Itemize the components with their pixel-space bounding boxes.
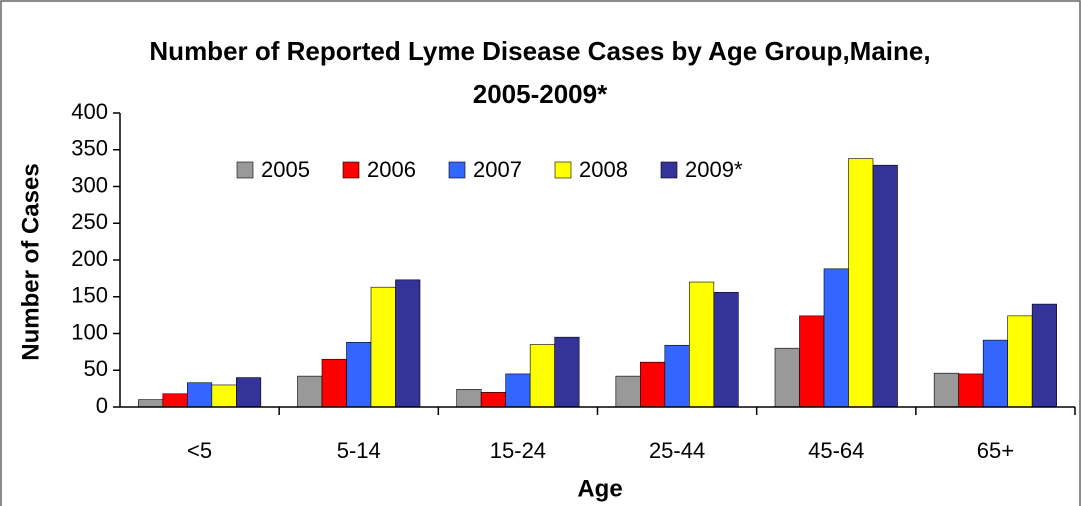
- y-tick-label: 200: [71, 246, 108, 271]
- y-tick-label: 150: [71, 283, 108, 308]
- bar: [1031, 303, 1057, 408]
- y-tick-label: 100: [71, 319, 108, 344]
- bar: [933, 372, 959, 408]
- legend-label: 2005: [261, 157, 310, 182]
- bar: [138, 399, 164, 408]
- bar: [505, 373, 531, 408]
- legend-label: 2008: [579, 157, 628, 182]
- x-tick-label: <5: [187, 438, 212, 463]
- bar: [554, 336, 580, 408]
- x-axis-label: Age: [577, 475, 622, 502]
- bar: [664, 344, 690, 408]
- bar: [321, 358, 347, 408]
- bar: [958, 373, 984, 408]
- y-axis-label: Number of Cases: [17, 163, 44, 360]
- y-tick-label: 0: [96, 393, 108, 418]
- bar: [480, 391, 506, 408]
- bar: [689, 281, 715, 408]
- bar: [456, 389, 482, 408]
- bar: [370, 286, 396, 408]
- legend-swatch: [236, 161, 254, 179]
- bar: [346, 342, 372, 408]
- bar: [713, 292, 739, 408]
- bar: [799, 315, 825, 408]
- legend-label: 2006: [367, 157, 416, 182]
- x-tick-label: 45-64: [808, 438, 864, 463]
- bar: [1007, 315, 1033, 408]
- bar: [823, 268, 849, 408]
- bar: [982, 339, 1008, 408]
- bar: [395, 279, 421, 408]
- x-tick-label: 5-14: [337, 438, 381, 463]
- bar: [187, 382, 213, 408]
- bar: [640, 361, 666, 408]
- y-tick-label: 350: [71, 136, 108, 161]
- x-tick-label: 15-24: [490, 438, 546, 463]
- legend-swatch: [448, 161, 466, 179]
- legend-label: 2007: [473, 157, 522, 182]
- x-tick-label: 25-44: [649, 438, 705, 463]
- legend-label: 2009*: [685, 157, 743, 182]
- bar: [615, 375, 641, 408]
- y-tick-label: 300: [71, 172, 108, 197]
- bar: [211, 384, 237, 408]
- x-tick-label: 65+: [977, 438, 1014, 463]
- bar: [236, 377, 262, 408]
- legend-swatch: [554, 161, 572, 179]
- bar: [297, 375, 323, 408]
- bar: [774, 347, 800, 408]
- y-tick-label: 50: [84, 356, 108, 381]
- bar: [162, 393, 188, 408]
- chart-title: Number of Reported Lyme Disease Cases by…: [149, 36, 931, 109]
- legend-swatch: [660, 161, 678, 179]
- bar: [872, 164, 898, 408]
- bar: [529, 344, 555, 408]
- y-tick-label: 400: [71, 99, 108, 124]
- bar: [848, 158, 874, 408]
- y-tick-label: 250: [71, 209, 108, 234]
- legend-swatch: [342, 161, 360, 179]
